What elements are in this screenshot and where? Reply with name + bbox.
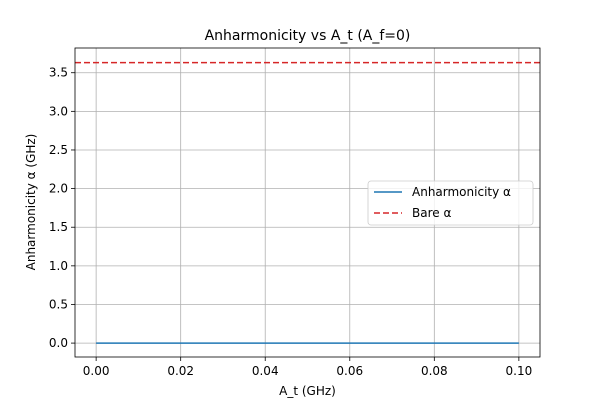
y-tick-label: 1.5 xyxy=(49,220,68,234)
y-tick-label: 2.5 xyxy=(49,143,68,157)
chart-title: Anharmonicity vs A_t (A_f=0) xyxy=(205,28,411,44)
legend-box xyxy=(367,180,534,226)
x-tick-label: 0.02 xyxy=(167,364,194,378)
y-tick-label: 0.5 xyxy=(49,297,68,311)
x-tick-label: 0.10 xyxy=(506,364,533,378)
y-tick-label: 2.0 xyxy=(49,182,68,196)
y-tick-label: 1.0 xyxy=(49,259,68,273)
x-axis-label: A_t (GHz) xyxy=(279,384,336,398)
y-tick-label: 3.5 xyxy=(49,66,68,80)
legend-entry-anharmonicity: Anharmonicity α xyxy=(412,185,511,199)
y-tick-label: 0.0 xyxy=(49,336,68,350)
x-tick-label: 0.04 xyxy=(252,364,279,378)
axes-frame xyxy=(74,47,541,358)
plot-area xyxy=(75,61,540,344)
y-axis: 0.0 0.5 1.0 1.5 2.0 2.5 3.0 3.5 xyxy=(49,66,75,350)
x-tick-label: 0.08 xyxy=(421,364,448,378)
x-tick-label: 0.00 xyxy=(83,364,110,378)
y-tick-label: 3.0 xyxy=(49,104,68,118)
y-axis-label: Anharmonicity α (GHz) xyxy=(24,134,38,271)
x-axis: 0.00 0.02 0.04 0.06 0.08 0.10 xyxy=(83,357,532,378)
legend-entry-bare-alpha: Bare α xyxy=(412,206,451,220)
legend: Anharmonicity α Bare α xyxy=(367,180,534,226)
x-tick-label: 0.06 xyxy=(336,364,363,378)
